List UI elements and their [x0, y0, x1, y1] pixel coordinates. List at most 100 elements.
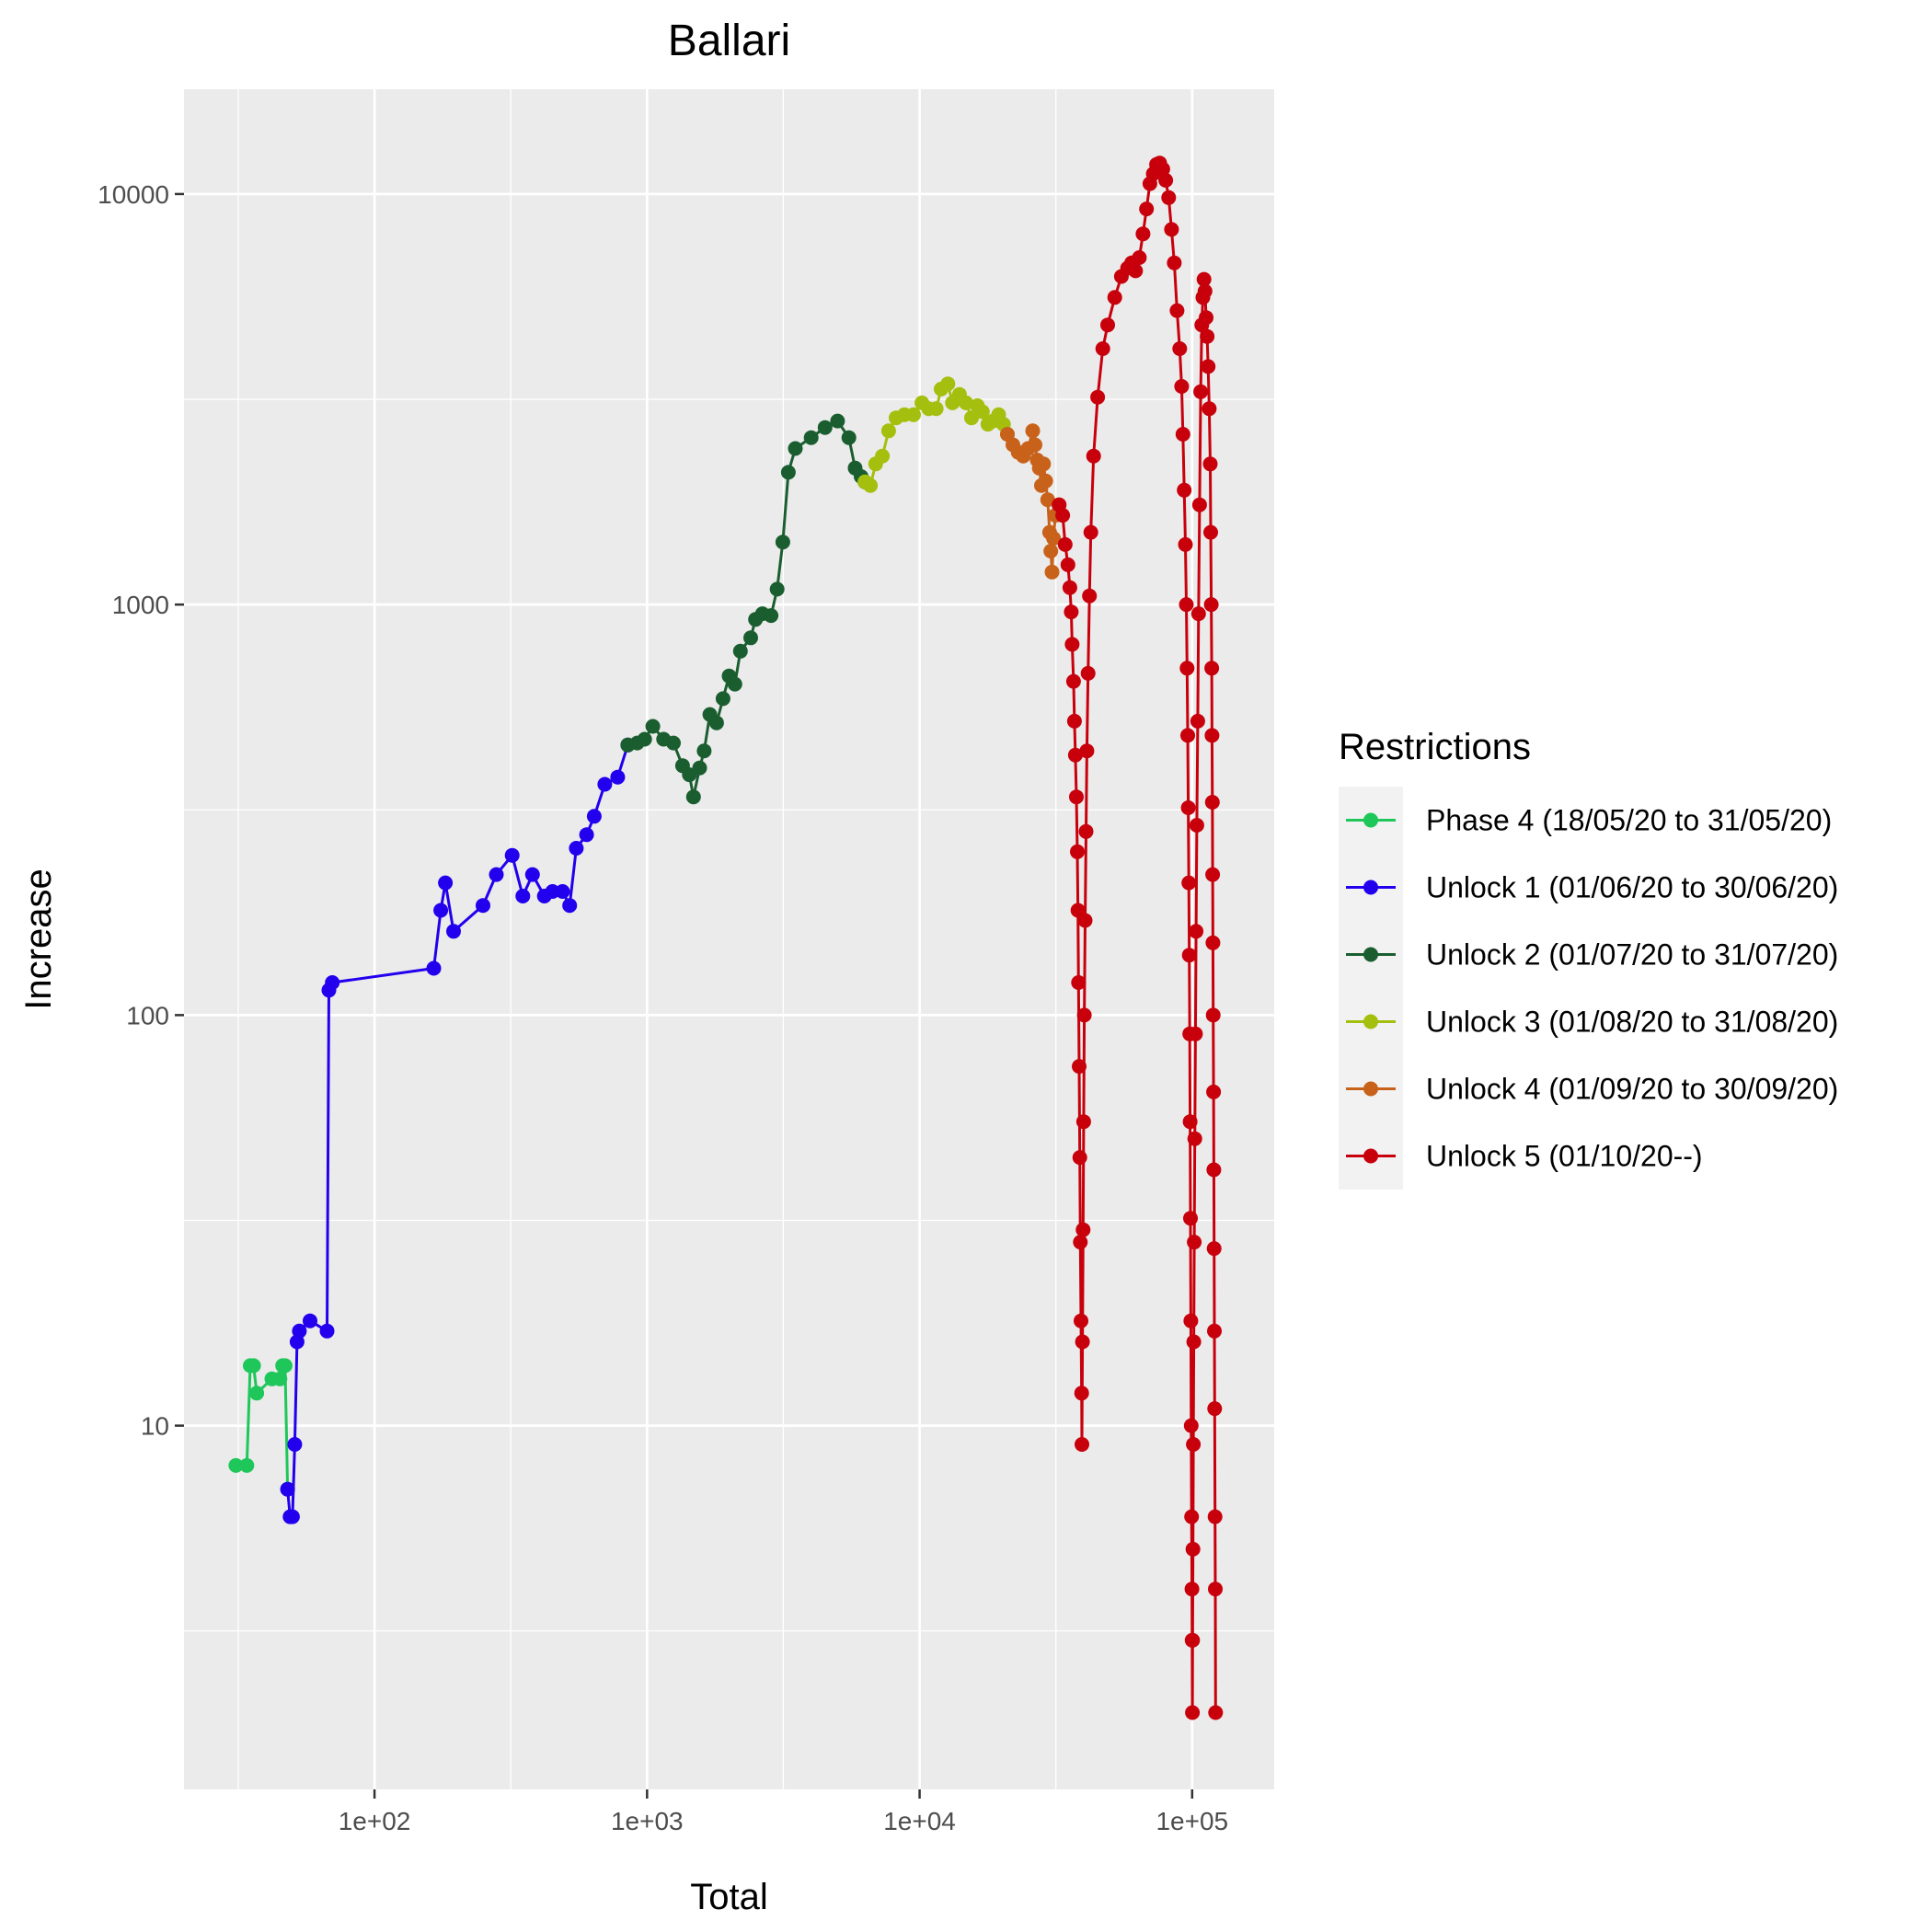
data-point: [1046, 531, 1062, 546]
data-point: [1202, 456, 1218, 472]
data-point: [426, 960, 442, 976]
y-tick-label: 10: [141, 1412, 169, 1441]
data-point: [685, 789, 701, 805]
data-point: [863, 477, 879, 493]
data-point: [579, 827, 594, 843]
data-point: [1077, 913, 1093, 928]
data-point: [1132, 250, 1147, 265]
data-point: [438, 875, 454, 891]
x-tick-label: 1e+04: [883, 1807, 956, 1835]
data-point: [515, 889, 531, 903]
data-point: [1208, 1581, 1223, 1597]
data-point: [1072, 1150, 1087, 1166]
x-axis-title: Total: [690, 1877, 768, 1917]
data-point: [1184, 1581, 1200, 1597]
y-axis-ticks: 10 100 1000 10000: [98, 180, 184, 1441]
plot-panel: [184, 89, 1274, 1789]
data-point: [586, 809, 602, 824]
data-point: [555, 884, 570, 899]
data-point: [841, 430, 857, 445]
data-point: [1190, 713, 1205, 729]
data-point: [974, 404, 990, 420]
data-point: [1206, 1084, 1222, 1099]
data-point: [1206, 1162, 1222, 1178]
data-point: [1203, 597, 1219, 613]
data-point: [1200, 328, 1215, 344]
data-point: [1135, 226, 1151, 242]
data-point: [610, 769, 626, 785]
legend-key-point: [1363, 947, 1378, 962]
data-point: [1189, 924, 1204, 939]
legend-item: Unlock 4 (01/09/20 to 30/09/20): [1346, 1073, 1838, 1106]
data-point: [875, 448, 891, 464]
data-point: [1177, 482, 1192, 498]
data-point: [249, 1386, 265, 1401]
data-point: [1075, 1222, 1091, 1237]
data-point: [569, 841, 584, 856]
legend-key-point: [1363, 1081, 1378, 1097]
data-point: [1028, 437, 1042, 453]
data-point: [1188, 1026, 1203, 1041]
data-point: [1164, 222, 1179, 237]
data-point: [1139, 201, 1155, 217]
data-point: [1075, 1114, 1091, 1130]
legend-label: Phase 4 (18/05/20 to 31/05/20): [1426, 804, 1832, 837]
data-point: [277, 1358, 293, 1374]
data-point: [1169, 303, 1185, 318]
data-point: [1072, 1059, 1087, 1075]
data-point: [1025, 423, 1041, 439]
data-point: [1073, 1235, 1088, 1250]
data-point: [645, 719, 661, 734]
data-point: [1071, 975, 1087, 990]
data-point: [319, 1323, 335, 1339]
data-point: [727, 676, 742, 692]
data-point: [880, 423, 896, 439]
data-point: [1205, 1007, 1221, 1023]
data-point: [1040, 492, 1055, 508]
grid-minor: [184, 89, 1274, 1789]
series-1: [228, 1358, 295, 1497]
data-point: [1174, 379, 1190, 394]
legend-items: Phase 4 (18/05/20 to 31/05/20) Unlock 1 (…: [1346, 804, 1838, 1173]
data-point: [1065, 673, 1081, 689]
data-point: [1179, 597, 1194, 613]
data-point: [1079, 743, 1095, 759]
data-point: [1043, 544, 1059, 558]
data-point: [1080, 665, 1096, 681]
data-point: [1204, 728, 1220, 743]
x-tick-label: 1e+05: [1156, 1807, 1228, 1835]
data-point: [1204, 795, 1220, 810]
data-point: [504, 847, 520, 863]
data-point: [1190, 606, 1206, 622]
data-point: [1180, 800, 1196, 815]
data-point: [1062, 580, 1077, 595]
data-point: [1204, 661, 1220, 676]
data-point: [1064, 637, 1080, 652]
data-point: [1180, 728, 1195, 743]
data-point: [1184, 1509, 1200, 1524]
data-point: [1187, 1131, 1202, 1146]
data-point: [1064, 604, 1079, 620]
data-point: [1179, 661, 1195, 676]
data-point: [562, 898, 578, 914]
data-point: [743, 630, 758, 646]
data-point: [1205, 867, 1221, 882]
data-point: [280, 1481, 295, 1497]
data-point: [476, 898, 490, 914]
data-point: [1186, 1334, 1202, 1350]
data-point: [1075, 1334, 1090, 1350]
data-point: [1206, 1241, 1222, 1257]
data-point: [666, 735, 681, 751]
data-point: [1107, 290, 1122, 305]
data-point: [1075, 1437, 1089, 1452]
data-point: [1181, 948, 1197, 963]
data-point: [1196, 271, 1212, 287]
legend-label: Unlock 1 (01/06/20 to 30/06/20): [1426, 871, 1838, 904]
data-point: [1186, 1437, 1202, 1452]
data-point: [788, 441, 803, 456]
data-point: [696, 743, 712, 759]
data-point: [1078, 823, 1094, 839]
legend-item: Unlock 5 (01/10/20--): [1346, 1140, 1703, 1173]
data-point: [1172, 341, 1188, 356]
data-point: [1167, 255, 1182, 270]
